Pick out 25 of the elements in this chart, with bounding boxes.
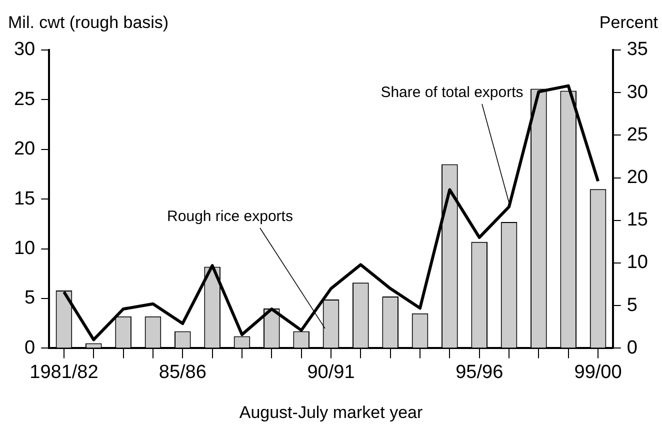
y-tick-label: 0 [24, 337, 36, 358]
y-axis-title: Mil. cwt (rough basis) [8, 13, 169, 32]
y2-axis-title: Percent [599, 13, 658, 32]
y2-tick-label: 5 [626, 294, 638, 316]
x-axis-title: August-July market year [239, 403, 423, 422]
y2-tick-label: 0 [626, 337, 638, 358]
x-tick-label: 90/91 [307, 362, 355, 383]
y2-tick-label: 35 [626, 39, 648, 60]
y-tick-label: 10 [14, 238, 36, 260]
y2-tick-label: 15 [626, 210, 648, 231]
y2-tick-label: 20 [626, 167, 648, 188]
y2-tick-label: 30 [626, 82, 648, 103]
y2-tick-label: 25 [626, 124, 648, 146]
x-tick-label: 85/86 [158, 362, 206, 383]
x-tick-label: 95/96 [456, 362, 504, 383]
y-tick-label: 5 [24, 288, 36, 309]
y-tick-label: 15 [14, 188, 36, 210]
y2-tick-label: 10 [626, 252, 648, 274]
y-tick-label: 20 [14, 138, 36, 160]
y-tick-label: 30 [14, 39, 36, 60]
y-tick-label: 25 [14, 88, 36, 110]
x-tick-label: 99/00 [574, 362, 622, 383]
series-label: Share of total exports [380, 84, 524, 101]
x-tick-label: 1981/82 [30, 362, 98, 383]
text: Rough rice exports [167, 208, 293, 225]
